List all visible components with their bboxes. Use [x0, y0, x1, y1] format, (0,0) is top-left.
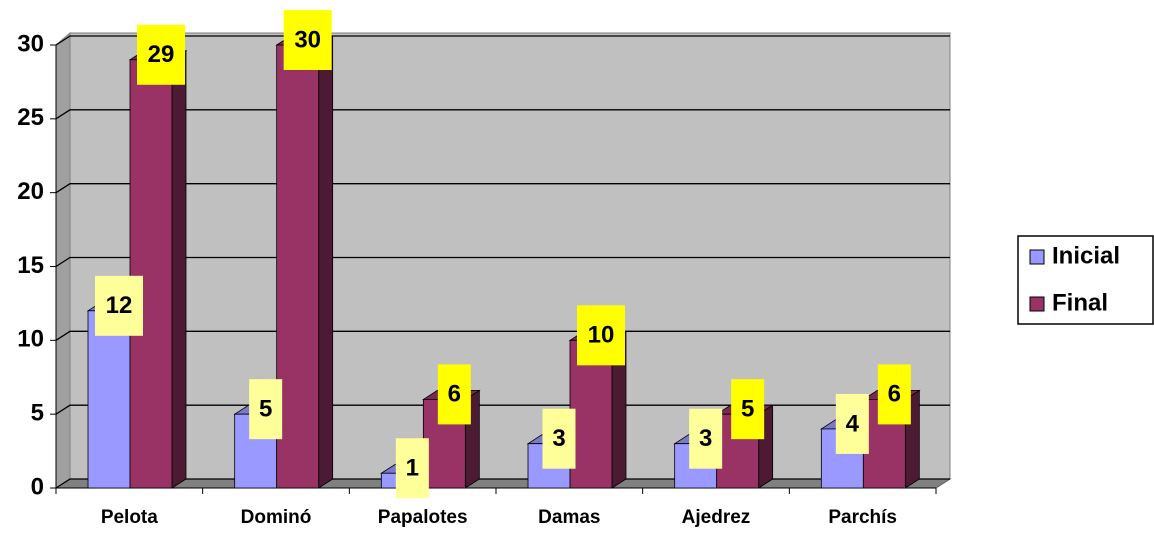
legend-swatch	[1029, 296, 1045, 312]
bar	[276, 44, 320, 489]
x-tick-label: Dominó	[241, 507, 312, 528]
grid-line	[55, 478, 950, 489]
grid-line	[55, 35, 950, 46]
grid-line	[55, 256, 950, 268]
data-label-box	[877, 364, 911, 425]
bar-side	[171, 50, 187, 489]
data-label-box	[437, 364, 471, 425]
data-label: 1	[406, 455, 419, 482]
x-tick-label: Ajedrez	[682, 507, 751, 528]
data-label-box	[577, 305, 625, 366]
data-label: 12	[106, 292, 133, 319]
back-wall	[69, 32, 951, 480]
side-wall	[55, 31, 71, 489]
data-label-box	[283, 10, 332, 70]
data-label: 5	[741, 396, 754, 423]
grid-line	[55, 183, 950, 194]
data-label: 6	[888, 381, 901, 408]
data-label: 6	[448, 381, 461, 408]
y-tick-label: 5	[31, 400, 44, 427]
x-tick-label: Parchís	[828, 507, 897, 528]
grid-line	[55, 330, 950, 341]
data-label: 3	[699, 425, 712, 452]
legend-label: Inicial	[1052, 242, 1120, 269]
data-label-box	[731, 379, 765, 440]
legend: Inicial Final	[1017, 235, 1154, 325]
y-tick-label: 30	[17, 30, 44, 57]
data-label: 4	[846, 410, 860, 437]
data-label-box	[542, 408, 576, 469]
bar	[129, 59, 173, 489]
floor	[54, 478, 952, 489]
data-label-box	[95, 275, 143, 336]
data-label-box	[395, 438, 429, 499]
legend-label: Final	[1052, 289, 1108, 316]
x-tick-label: Pelota	[101, 507, 158, 528]
y-tick-label: 0	[31, 473, 44, 500]
data-label: 3	[552, 425, 565, 452]
bar-side	[318, 35, 334, 489]
data-label: 10	[588, 322, 615, 349]
y-tick-label: 15	[17, 252, 44, 279]
data-label-box	[249, 379, 283, 440]
y-tick-label: 25	[17, 104, 44, 131]
y-tick-label: 10	[17, 326, 44, 353]
legend-swatch	[1029, 249, 1045, 265]
grid-line	[55, 404, 950, 415]
y-tick-label: 20	[17, 178, 44, 205]
data-label-box	[689, 408, 723, 469]
data-label-box	[137, 24, 185, 85]
data-label: 30	[294, 26, 321, 53]
bar	[87, 310, 131, 489]
grid-line	[55, 109, 950, 120]
x-tick-label: Damas	[538, 507, 600, 528]
x-tick-label: Papalotes	[378, 507, 468, 528]
data-label: 29	[148, 41, 175, 68]
data-label-box	[835, 393, 869, 454]
data-label: 5	[259, 396, 272, 423]
